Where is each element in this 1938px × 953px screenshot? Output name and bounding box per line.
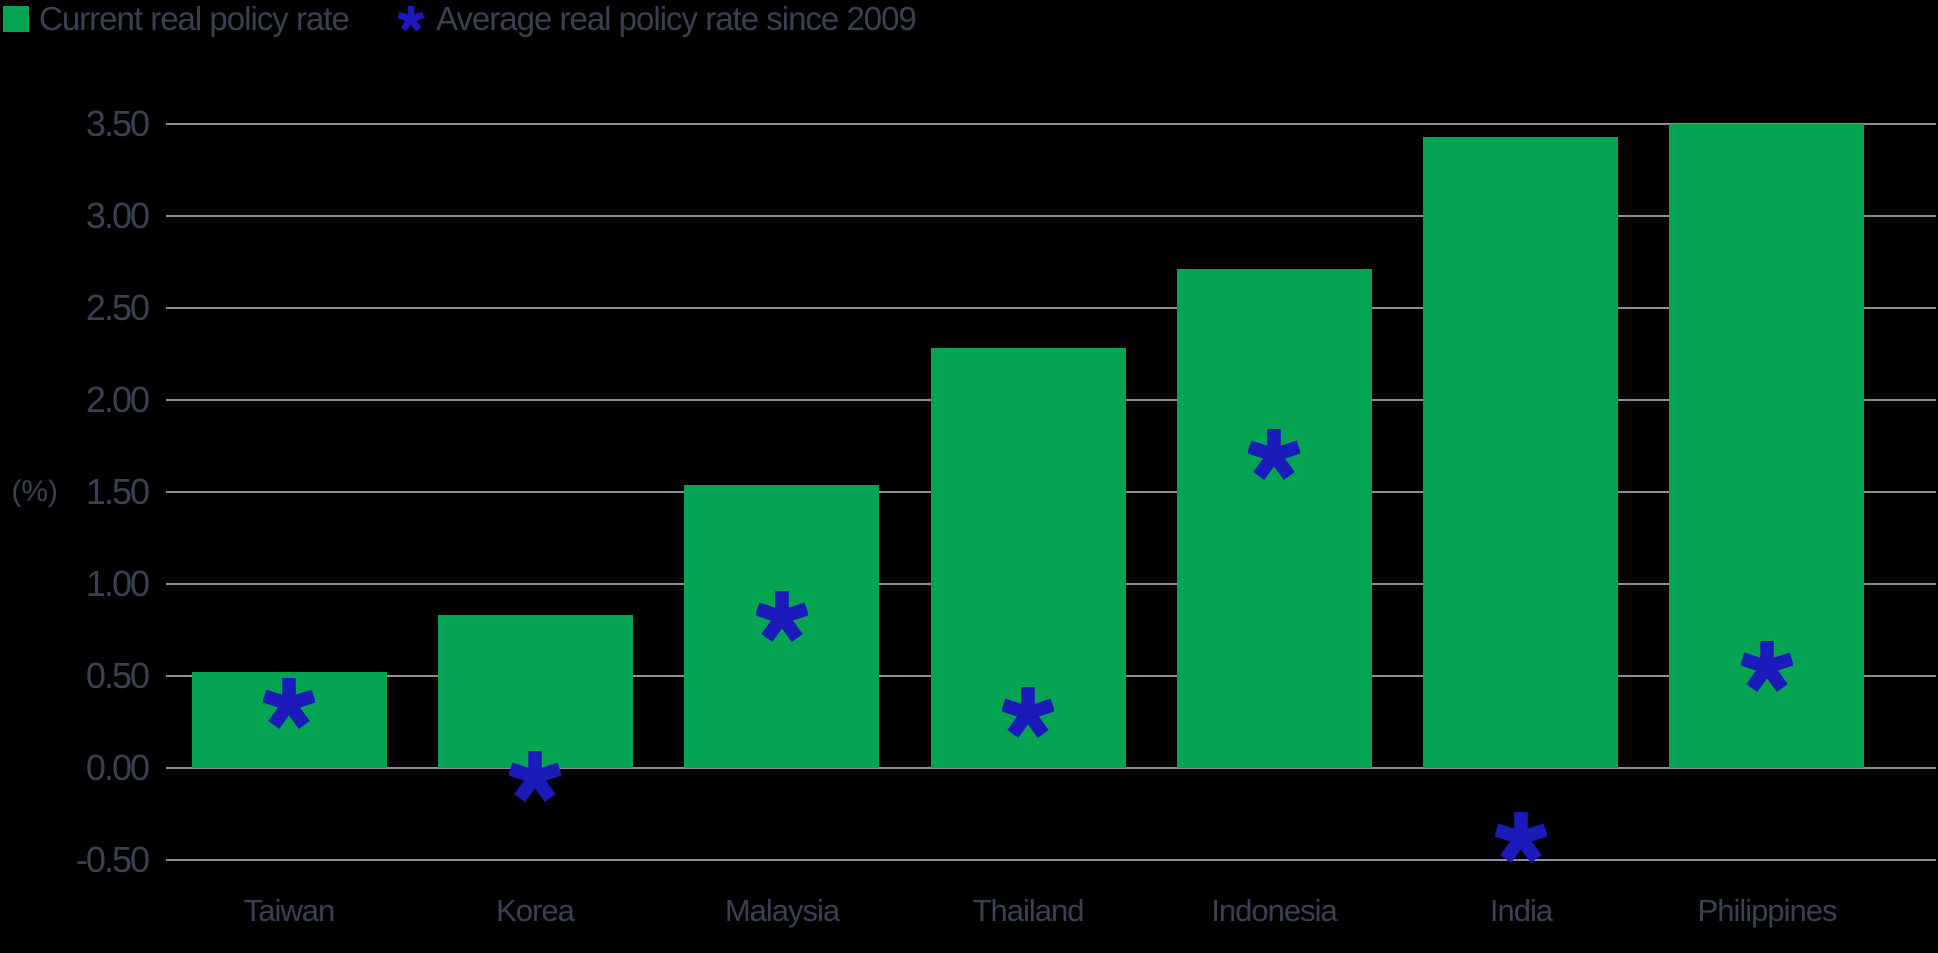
avg-marker-philippines <box>1740 641 1794 698</box>
avg-marker-taiwan <box>262 678 316 735</box>
bar-korea <box>438 615 633 768</box>
y-tick-label-3.50: 3.50 <box>85 103 150 144</box>
y-tick-label-3.00: 3.00 <box>85 195 150 236</box>
y-tick-label-0.00: 0.00 <box>85 747 150 788</box>
gridline-2.50 <box>166 307 1936 309</box>
x-label-korea: Korea <box>496 893 575 928</box>
green-square-icon <box>3 6 29 32</box>
legend-item-average-rate: Average real policy rate since 2009 <box>398 0 917 37</box>
y-tick-label-2.00: 2.00 <box>85 379 150 420</box>
legend-label-current-rate: Current real policy rate <box>39 0 350 37</box>
asterisk-icon <box>1001 687 1055 739</box>
x-label-philippines: Philippines <box>1697 893 1838 928</box>
asterisk-icon <box>262 678 316 730</box>
gridline-3.00 <box>166 215 1936 217</box>
y-tick-label--0.50: -0.50 <box>75 839 150 880</box>
x-label-taiwan: Taiwan <box>243 893 336 928</box>
asterisk-icon <box>398 6 424 32</box>
legend-label-average-rate: Average real policy rate since 2009 <box>436 0 917 37</box>
asterisk-icon <box>508 751 562 803</box>
asterisk-icon <box>1740 641 1794 693</box>
legend-item-current-rate: Current real policy rate <box>3 0 350 37</box>
asterisk-icon <box>755 591 809 643</box>
y-axis-unit-label: (%) <box>11 475 58 508</box>
asterisk-icon <box>1247 429 1301 481</box>
x-label-malaysia: Malaysia <box>724 893 840 928</box>
avg-marker-korea <box>508 751 562 808</box>
avg-marker-indonesia <box>1247 429 1301 486</box>
x-label-thailand: Thailand <box>972 893 1085 928</box>
avg-marker-thailand <box>1001 687 1055 744</box>
y-tick-label-1.50: 1.50 <box>85 471 150 512</box>
asterisk-icon <box>1494 812 1548 864</box>
y-tick-label-1.00: 1.00 <box>85 563 150 604</box>
y-tick-label-0.50: 0.50 <box>85 655 150 696</box>
avg-marker-malaysia <box>755 591 809 648</box>
bar-india <box>1423 137 1618 768</box>
avg-marker-india <box>1494 812 1548 869</box>
gridline-3.50 <box>166 123 1936 125</box>
bar-indonesia <box>1177 269 1372 768</box>
x-label-indonesia: Indonesia <box>1211 893 1337 928</box>
x-label-india: India <box>1489 893 1553 928</box>
legend: Current real policy rate Average real po… <box>0 0 1000 44</box>
asterisk-icon <box>398 6 424 32</box>
gridline--0.50 <box>166 859 1936 861</box>
y-tick-label-2.50: 2.50 <box>85 287 150 328</box>
gridline-0.00 <box>166 767 1936 769</box>
